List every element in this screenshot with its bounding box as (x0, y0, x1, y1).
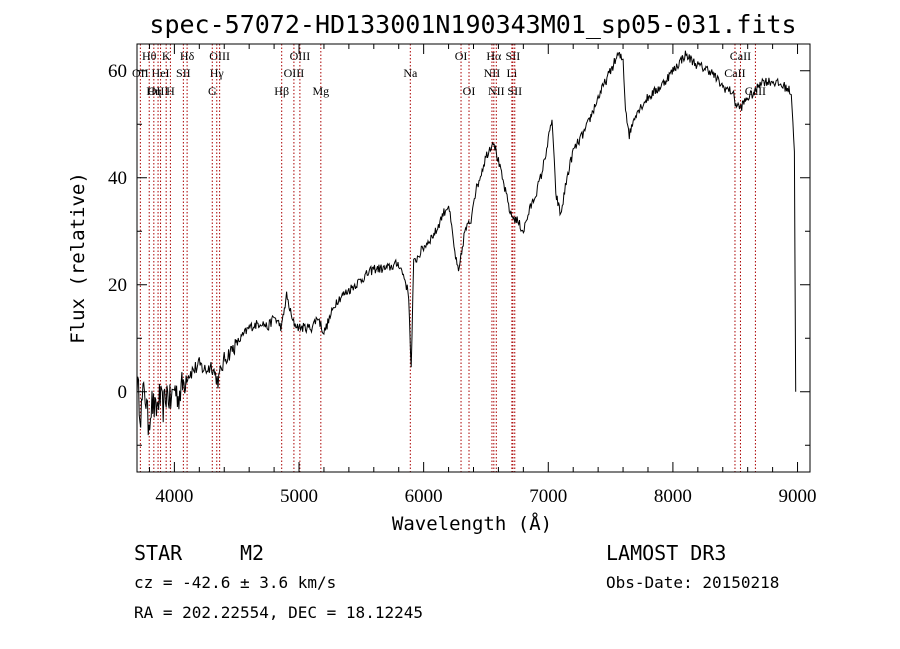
line-marker-label: OIII (284, 66, 305, 80)
line-marker-label: SII (176, 66, 191, 80)
line-marker-label: NII (484, 66, 501, 80)
x-tick-label: 5000 (280, 486, 318, 507)
chart-title: spec-57072-HD133001N190343M01_sp05-031.f… (149, 10, 796, 39)
line-marker-label: Hθ (142, 49, 157, 63)
line-marker-label: CaII (724, 66, 745, 80)
line-marker-label: OI (455, 49, 468, 63)
redshift-text: cz = -42.6 ± 3.6 km/s (134, 573, 336, 592)
survey-name: LAMOST DR3 (606, 541, 726, 565)
object-subclass: M2 (240, 541, 264, 565)
y-tick-label: 20 (108, 275, 127, 296)
x-tick-label: 8000 (654, 486, 692, 507)
x-tick-label: 7000 (529, 486, 567, 507)
line-marker-label: G (208, 84, 217, 98)
y-tick-label: 40 (108, 168, 127, 189)
x-tick-label: 9000 (779, 486, 817, 507)
line-marker-label: Li (507, 66, 518, 80)
line-marker-label: OIII (148, 84, 169, 98)
plot-frame (136, 43, 811, 473)
spectrum-line (136, 50, 797, 436)
line-marker-label: Hδ (180, 49, 195, 63)
line-marker-label: OIII (209, 49, 230, 63)
line-marker-label: CaII (730, 49, 751, 63)
line-marker-label: K (162, 49, 171, 63)
line-marker-label: HeI (152, 66, 170, 80)
coordinates-text: RA = 202.22554, DEC = 18.12245 (134, 603, 423, 622)
x-axis-label: Wavelength (Å) (392, 512, 552, 535)
line-marker-label: Hβ (274, 84, 289, 98)
x-tick-label: 6000 (405, 486, 443, 507)
object-class: STAR (134, 541, 183, 565)
line-marker-label: Hη (146, 84, 161, 98)
axes (136, 43, 811, 473)
line-marker-label: OI (463, 84, 476, 98)
line-marker-label: SII (506, 49, 521, 63)
spectrum-series (136, 50, 797, 436)
line-marker-label: CaII (745, 84, 766, 98)
y-tick-label: 0 (118, 382, 128, 403)
line-marker-label: NII (488, 84, 505, 98)
line-marker-label: OII (132, 66, 149, 80)
line-marker-label: Hγ (210, 66, 225, 80)
line-marker-label: OIII (290, 49, 311, 63)
line-marker-label: Mg (312, 84, 329, 98)
tick-group: 4000 5000 6000 7000 8000 9000 0 20 40 60 (108, 44, 817, 507)
x-tick-label: 4000 (155, 486, 193, 507)
y-axis-label: Flux (relative) (67, 172, 89, 344)
line-marker-label: Na (403, 66, 418, 80)
line-marker-label: Hα (486, 49, 502, 63)
obs-date: Obs-Date: 20150218 (606, 573, 779, 592)
line-marker-label: SII (507, 84, 522, 98)
y-tick-label: 60 (108, 61, 127, 82)
line-marker-label: H (166, 84, 175, 98)
